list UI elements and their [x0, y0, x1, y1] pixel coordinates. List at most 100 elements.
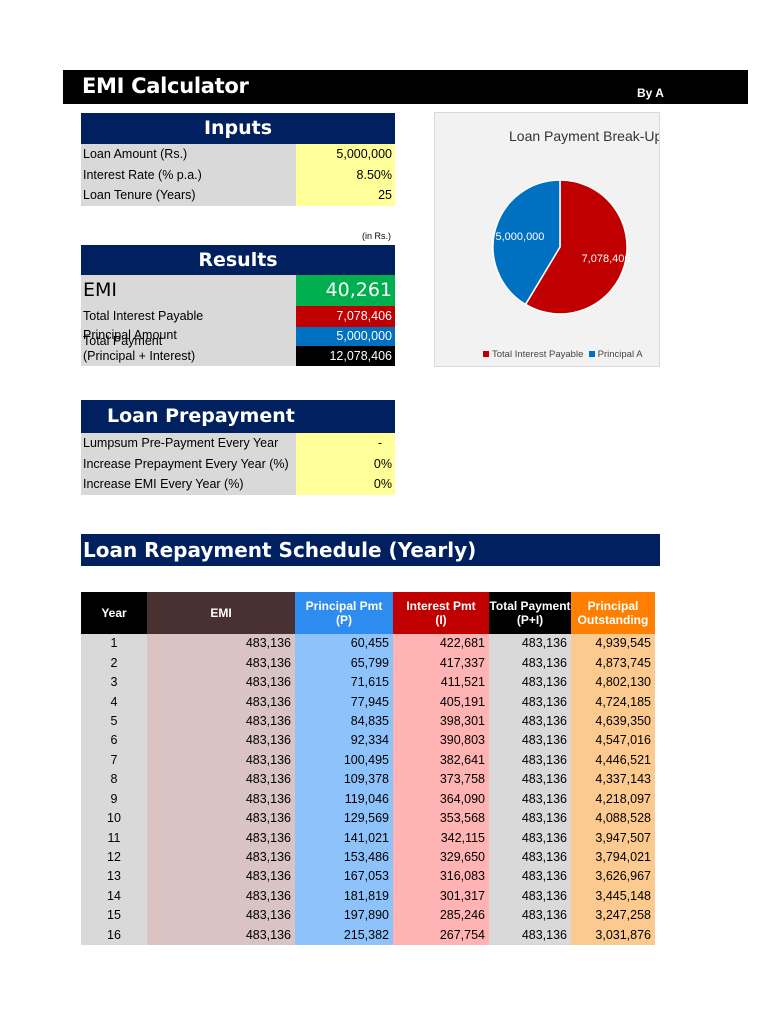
prepayment-label: Increase Prepayment Every Year (%) [81, 453, 296, 474]
inputs-section: Inputs Loan Amount (Rs.) 5,000,000 Inter… [81, 113, 395, 206]
input-row-loan-tenure: Loan Tenure (Years) 25 [81, 185, 395, 206]
cell-year: 16 [81, 925, 147, 945]
cell-total-payment: 483,136 [489, 653, 571, 673]
emi-row: EMI 40,261 [81, 275, 395, 306]
table-row: 10 483,136 129,569 353,568 483,136 4,088,528 [81, 808, 655, 829]
cell-emi: 483,136 [147, 828, 295, 848]
lumpsum-prepayment-input[interactable]: - [296, 433, 395, 454]
cell-total-payment: 483,136 [489, 847, 571, 868]
cell-interest-pmt: 398,301 [393, 711, 489, 732]
cell-interest-pmt: 373,758 [393, 770, 489, 790]
title-bar: EMI Calculator By A [63, 70, 748, 104]
cell-year: 3 [81, 672, 147, 693]
cell-emi: 483,136 [147, 672, 295, 693]
page-title: EMI Calculator [82, 74, 249, 98]
column-header-sublabel: Outstanding [577, 613, 649, 627]
cell-emi: 483,136 [147, 634, 295, 654]
cell-interest-pmt: 364,090 [393, 789, 489, 809]
column-header-principal-pmt: Principal Pmt (P) [295, 592, 393, 634]
column-header-sublabel: (P) [336, 613, 352, 627]
principal-value: 5,000,000 [296, 327, 395, 346]
table-body: 1 483,136 60,455 422,681 483,136 4,939,545 2 48… [81, 634, 655, 945]
column-header-label: Principal [587, 599, 639, 613]
loan-breakup-chart: Loan Payment Break-Up 7,078,406 5,000,000… [434, 112, 660, 367]
principal-label: Principal Amount [83, 328, 177, 342]
table-row: 2 483,136 65,799 417,337 483,136 4,873,745 [81, 653, 655, 673]
column-header-sublabel: (P+I) [516, 613, 544, 627]
cell-emi: 483,136 [147, 653, 295, 673]
cell-interest-pmt: 405,191 [393, 692, 489, 712]
cell-principal-outstanding: 4,873,745 [571, 653, 655, 673]
cell-principal-outstanding: 3,031,876 [571, 925, 655, 945]
column-header-total-payment: Total Payment (P+I) [489, 592, 571, 634]
cell-principal-outstanding: 4,088,528 [571, 808, 655, 829]
pie-chart: 7,078,406 5,000,000 [492, 179, 631, 315]
cell-total-payment: 483,136 [489, 906, 571, 926]
prepayment-label: Increase EMI Every Year (%) [81, 474, 296, 495]
cell-principal-outstanding: 3,947,507 [571, 828, 655, 848]
cell-emi: 483,136 [147, 847, 295, 868]
cell-total-payment: 483,136 [489, 672, 571, 693]
column-header-interest-pmt: Interest Pmt (I) [393, 592, 489, 634]
table-row: 5 483,136 84,835 398,301 483,136 4,639,350 [81, 711, 655, 732]
cell-emi: 483,136 [147, 867, 295, 887]
cell-principal-pmt: 77,945 [295, 692, 393, 712]
cell-emi: 483,136 [147, 711, 295, 732]
cell-principal-outstanding: 4,218,097 [571, 789, 655, 809]
cell-total-payment: 483,136 [489, 925, 571, 945]
cell-interest-pmt: 267,754 [393, 925, 489, 945]
cell-principal-outstanding: 3,445,148 [571, 886, 655, 907]
table-row: 8 483,136 109,378 373,758 483,136 4,337,143 [81, 770, 655, 790]
cell-emi: 483,136 [147, 906, 295, 926]
cell-interest-pmt: 342,115 [393, 828, 489, 848]
column-header-principal-outstanding: Principal Outstanding [571, 592, 655, 634]
cell-year: 7 [81, 750, 147, 771]
cell-interest-pmt: 316,083 [393, 867, 489, 887]
table-row: 4 483,136 77,945 405,191 483,136 4,724,185 [81, 692, 655, 712]
cell-interest-pmt: 285,246 [393, 906, 489, 926]
cell-principal-outstanding: 4,446,521 [571, 750, 655, 771]
results-section: Results EMI 40,261 Total Interest Payabl… [81, 245, 395, 366]
legend-label-interest: Total Interest Payable [492, 349, 584, 360]
interest-rate-input[interactable]: 8.50% [296, 164, 395, 185]
units-note: (in Rs.) [362, 231, 391, 241]
cell-principal-outstanding: 3,794,021 [571, 847, 655, 868]
cell-principal-outstanding: 4,639,350 [571, 711, 655, 732]
cell-total-payment: 483,136 [489, 789, 571, 809]
table-row: 1 483,136 60,455 422,681 483,136 4,939,545 [81, 634, 655, 654]
byline: By A [637, 86, 664, 100]
column-header-label: Principal Pmt [305, 599, 383, 613]
total-payment-label: Total Payment [83, 334, 163, 348]
cell-principal-pmt: 60,455 [295, 634, 393, 654]
input-label: Loan Amount (Rs.) [81, 144, 296, 165]
cell-total-payment: 483,136 [489, 692, 571, 712]
increase-prepayment-input[interactable]: 0% [296, 453, 395, 474]
cell-emi: 483,136 [147, 808, 295, 829]
cell-total-payment: 483,136 [489, 634, 571, 654]
cell-year: 6 [81, 731, 147, 751]
loan-tenure-input[interactable]: 25 [296, 185, 395, 206]
schedule-title: Loan Repayment Schedule (Yearly) [81, 534, 660, 566]
cell-total-payment: 483,136 [489, 711, 571, 732]
loan-amount-input[interactable]: 5,000,000 [296, 144, 395, 165]
emi-value: 40,261 [296, 275, 395, 306]
cell-emi: 483,136 [147, 770, 295, 790]
column-header-year: Year [81, 592, 147, 634]
cell-principal-pmt: 100,495 [295, 750, 393, 771]
increase-emi-input[interactable]: 0% [296, 474, 395, 495]
chart-legend: Total Interest Payable Principal A [483, 349, 643, 360]
pie-slice-principal [492, 179, 561, 306]
table-row: 13 483,136 167,053 316,083 483,136 3,626,967 [81, 867, 655, 887]
cell-principal-outstanding: 3,626,967 [571, 867, 655, 887]
principal-label-cell: Principal Amount Total Payment [81, 327, 296, 348]
cell-emi: 483,136 [147, 886, 295, 907]
cell-year: 1 [81, 634, 147, 654]
cell-year: 4 [81, 692, 147, 712]
cell-interest-pmt: 411,521 [393, 672, 489, 693]
cell-interest-pmt: 353,568 [393, 808, 489, 829]
principal-row: Principal Amount Total Payment 5,000,000 [81, 327, 395, 348]
cell-principal-outstanding: 4,547,016 [571, 731, 655, 751]
legend-swatch-interest [483, 351, 489, 357]
cell-emi: 483,136 [147, 750, 295, 771]
emi-label: EMI [81, 275, 296, 306]
